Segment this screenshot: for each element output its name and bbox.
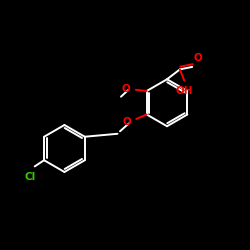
Text: Cl: Cl	[25, 172, 36, 182]
Text: O: O	[122, 118, 131, 128]
Text: O: O	[121, 84, 130, 94]
Text: OH: OH	[176, 86, 193, 96]
Text: O: O	[193, 53, 202, 63]
